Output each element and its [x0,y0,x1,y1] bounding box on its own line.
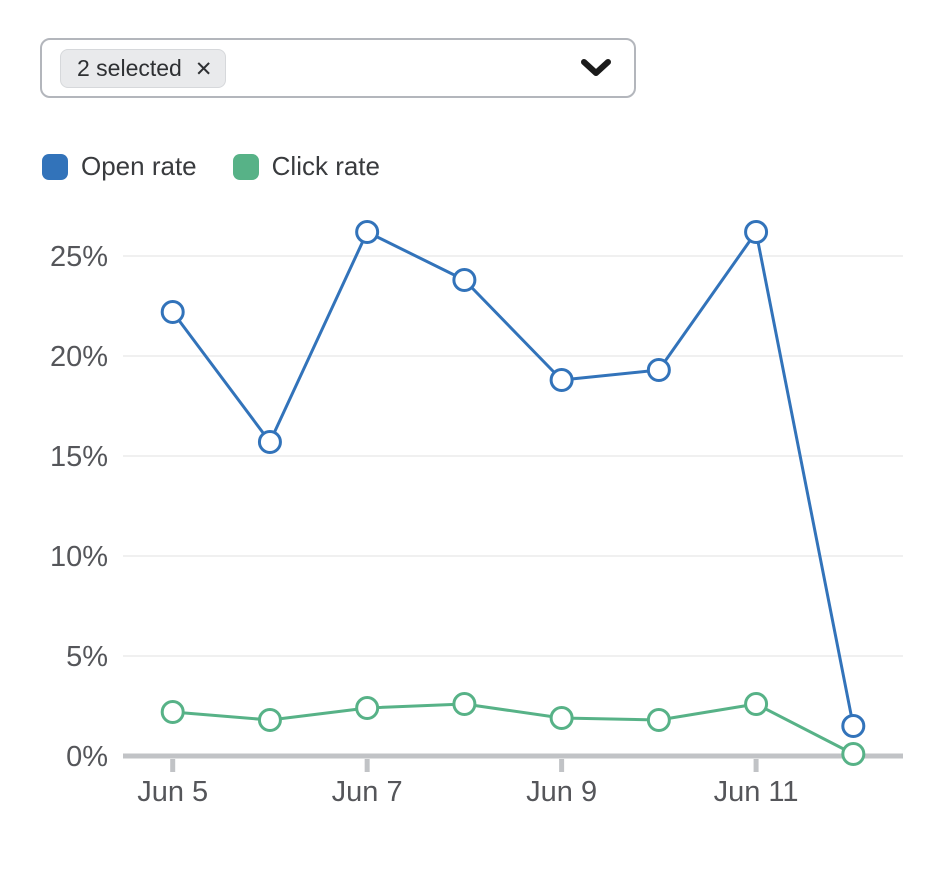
svg-text:15%: 15% [50,441,108,473]
remove-selection-icon[interactable]: ✕ [194,57,213,81]
line-chart: 0% 5% 10% 15% 20% 25% Jun 5 Jun 7 Jun 9 Jun 11 [50,220,903,808]
svg-text:Jun 9: Jun 9 [526,776,597,808]
svg-text:10%: 10% [50,541,108,573]
svg-text:0%: 0% [66,741,108,773]
svg-text:5%: 5% [66,641,108,673]
svg-text:Jun 7: Jun 7 [332,776,403,808]
svg-text:20%: 20% [50,341,108,373]
legend-label: Click rate [271,151,380,181]
selected-count-chip[interactable]: 2 selected ✕ [60,48,227,88]
legend-item-open-rate: Open rate [42,151,197,182]
multiselect-dropdown[interactable]: 2 selected ✕ [40,38,636,98]
chevron-down-icon[interactable] [580,58,612,78]
svg-text:Jun 5: Jun 5 [137,776,208,808]
chart-legend: Open rate Click rate [42,151,380,182]
click-rate-swatch [232,153,259,180]
svg-text:Jun 11: Jun 11 [714,776,799,808]
open-rate-swatch [42,153,68,180]
svg-text:25%: 25% [50,241,108,273]
selected-count-label: 2 selected [77,54,182,81]
legend-item-click-rate: Click rate [232,151,380,182]
legend-label: Open rate [81,151,197,181]
